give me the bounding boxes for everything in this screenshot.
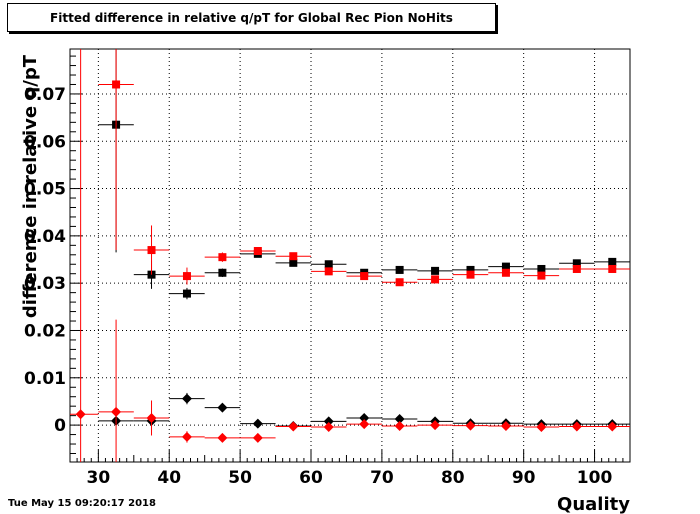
square-marker bbox=[112, 80, 121, 89]
y-axis-title: difference in relative q/pT bbox=[20, 54, 41, 318]
x-tick-label: 80 bbox=[441, 468, 465, 488]
diamond-marker bbox=[465, 420, 476, 431]
diamond-marker bbox=[181, 393, 192, 404]
x-tick-label: 50 bbox=[228, 468, 252, 488]
diamond-marker bbox=[430, 420, 441, 431]
y-tick-label: 0.02 bbox=[24, 321, 66, 341]
square-marker bbox=[608, 264, 617, 273]
diamond-marker bbox=[217, 432, 228, 443]
diamond-marker bbox=[288, 421, 299, 432]
square-marker bbox=[572, 259, 581, 268]
diamond-marker bbox=[323, 421, 334, 432]
square-marker bbox=[147, 246, 156, 255]
square-marker bbox=[466, 270, 475, 279]
y-tick-label: 0.06 bbox=[24, 132, 66, 152]
square-marker bbox=[253, 247, 262, 256]
diamond-marker bbox=[571, 421, 582, 432]
chart-title-box: Fitted difference in relative q/pT for G… bbox=[7, 3, 496, 32]
x-tick-label: 60 bbox=[299, 468, 323, 488]
y-tick-label: 0.07 bbox=[24, 85, 66, 105]
square-marker bbox=[289, 252, 298, 261]
square-marker bbox=[572, 264, 581, 273]
diamond-marker bbox=[359, 413, 370, 424]
square-marker bbox=[501, 268, 510, 277]
diamond-marker bbox=[146, 413, 157, 424]
x-tick-label: 90 bbox=[512, 468, 536, 488]
y-tick-label: 0.03 bbox=[24, 274, 66, 294]
diamond-marker bbox=[252, 418, 263, 429]
square-marker bbox=[431, 275, 440, 284]
diamond-marker bbox=[323, 416, 334, 427]
x-tick-label: 100 bbox=[577, 468, 613, 488]
y-tick-label: 0 bbox=[54, 416, 66, 436]
square-marker bbox=[537, 271, 546, 280]
y-tick-label: 0.05 bbox=[24, 180, 66, 200]
y-tick-label: 0.01 bbox=[24, 369, 66, 389]
square-marker bbox=[466, 265, 475, 274]
square-marker bbox=[608, 257, 617, 266]
diamond-marker bbox=[359, 419, 370, 430]
y-tick-label: 0.04 bbox=[24, 227, 66, 247]
square-marker bbox=[182, 289, 191, 298]
square-marker bbox=[324, 267, 333, 276]
square-marker bbox=[395, 265, 404, 274]
diamond-marker bbox=[607, 421, 618, 432]
diamond-marker bbox=[394, 413, 405, 424]
x-tick-label: 30 bbox=[87, 468, 111, 488]
diamond-marker bbox=[394, 421, 405, 432]
square-marker bbox=[360, 272, 369, 281]
tick-labels: 30 40 50 60 70 80 90 100 0 0.01 0.02 0.03 0.04 0.05 0.… bbox=[24, 85, 612, 488]
chart-title: Fitted difference in relative q/pT for G… bbox=[50, 11, 453, 25]
diamond-marker bbox=[217, 402, 228, 413]
timestamp: Tue May 15 09:20:17 2018 bbox=[8, 498, 156, 509]
diamond-marker bbox=[111, 406, 122, 417]
diamond-marker bbox=[75, 409, 86, 420]
square-marker bbox=[431, 266, 440, 275]
x-tick-label: 40 bbox=[157, 468, 181, 488]
diamond-marker bbox=[181, 431, 192, 442]
grid bbox=[70, 49, 630, 462]
square-marker bbox=[218, 253, 227, 262]
axis-ticks bbox=[69, 55, 631, 462]
square-marker bbox=[537, 264, 546, 273]
square-marker bbox=[182, 272, 191, 281]
square-marker bbox=[501, 262, 510, 271]
square-marker bbox=[324, 260, 333, 269]
x-axis-title: Quality bbox=[557, 494, 630, 514]
diamond-marker bbox=[252, 432, 263, 443]
diamond-marker bbox=[500, 421, 511, 432]
square-marker bbox=[218, 268, 227, 277]
diamond-marker bbox=[536, 421, 547, 432]
square-marker bbox=[395, 278, 404, 287]
square-marker bbox=[289, 258, 298, 267]
plot-frame bbox=[69, 48, 631, 463]
data-markers bbox=[70, 49, 630, 462]
x-tick-label: 70 bbox=[370, 468, 394, 488]
